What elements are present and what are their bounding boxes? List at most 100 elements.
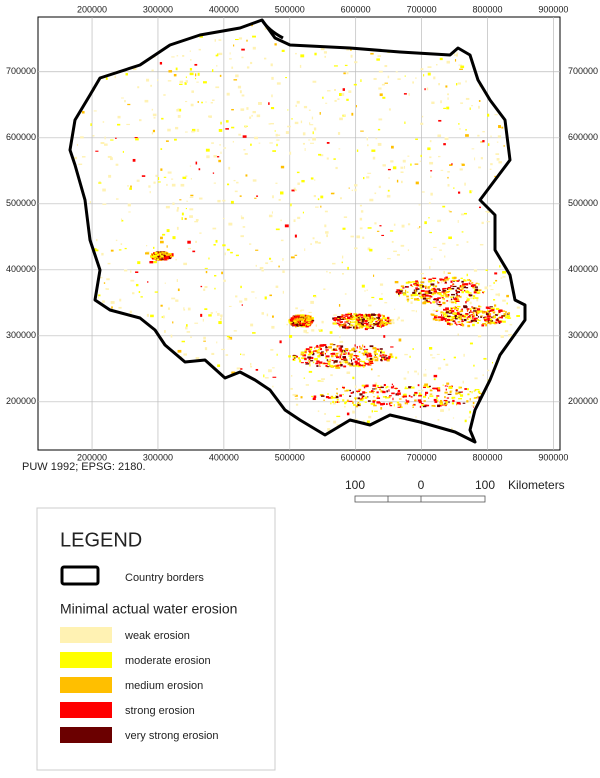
- erosion-patch: [496, 158, 500, 161]
- erosion-patch: [351, 321, 355, 323]
- erosion-patch: [369, 363, 371, 366]
- erosion-patch: [363, 345, 366, 348]
- erosion-patch: [468, 311, 470, 314]
- erosion-patch: [370, 318, 373, 322]
- erosion-patch: [357, 358, 360, 361]
- erosion-patch: [196, 81, 199, 83]
- erosion-patch: [400, 319, 404, 322]
- erosion-patch: [456, 287, 460, 290]
- erosion-patch: [429, 395, 434, 397]
- country-border: [68, 18, 527, 444]
- erosion-patch: [367, 313, 371, 317]
- erosion-patch: [467, 308, 469, 312]
- erosion-patch: [472, 401, 475, 405]
- erosion-patch: [363, 420, 365, 422]
- erosion-patch: [471, 148, 475, 150]
- erosion-patch: [74, 156, 78, 160]
- erosion-patch: [382, 354, 385, 356]
- erosion-patch: [290, 323, 292, 326]
- erosion-patch: [469, 398, 471, 401]
- erosion-patch: [289, 151, 292, 155]
- erosion-patch: [478, 310, 483, 313]
- erosion-patch: [483, 357, 487, 360]
- erosion-patch: [320, 205, 322, 208]
- erosion-patch: [381, 351, 385, 354]
- erosion-patch: [258, 102, 262, 105]
- erosion-patch: [130, 279, 135, 282]
- erosion-patch: [445, 310, 449, 312]
- erosion-patch: [477, 335, 482, 338]
- erosion-patch: [168, 70, 173, 73]
- erosion-patch: [454, 280, 458, 282]
- erosion-patch: [274, 43, 277, 46]
- erosion-patch: [343, 316, 346, 318]
- erosion-patch: [177, 207, 180, 210]
- erosion-patch: [129, 310, 132, 314]
- erosion-patch: [378, 87, 382, 90]
- erosion-patch: [434, 316, 436, 318]
- erosion-patch: [152, 113, 157, 117]
- erosion-patch: [417, 299, 420, 301]
- erosion-patch: [250, 362, 252, 366]
- erosion-patch: [468, 416, 471, 419]
- erosion-patch: [469, 301, 472, 305]
- erosion-patch: [410, 294, 413, 297]
- erosion-patch: [263, 57, 267, 60]
- erosion-patch: [244, 125, 247, 128]
- erosion-patch: [473, 307, 478, 309]
- erosion-patch: [218, 39, 222, 41]
- erosion-patch: [436, 395, 440, 397]
- erosion-patch: [504, 330, 509, 333]
- erosion-patch: [137, 86, 140, 89]
- erosion-patch: [215, 239, 218, 243]
- erosion-patch: [166, 245, 168, 248]
- erosion-patch: [129, 187, 132, 190]
- erosion-patch: [447, 290, 451, 293]
- erosion-patch: [354, 397, 357, 401]
- erosion-patch: [275, 133, 278, 137]
- erosion-patch: [406, 291, 409, 293]
- erosion-patch: [240, 368, 243, 370]
- erosion-patch: [347, 322, 349, 324]
- erosion-patch: [381, 314, 383, 316]
- erosion-patch: [329, 343, 334, 346]
- erosion-patch: [203, 340, 206, 342]
- erosion-patch: [461, 290, 464, 294]
- erosion-patch: [309, 348, 313, 351]
- erosion-patch: [443, 318, 446, 321]
- erosion-patch: [326, 157, 329, 160]
- erosion-patch: [414, 370, 417, 373]
- erosion-patch: [166, 183, 168, 186]
- erosion-patch: [365, 314, 368, 317]
- erosion-patch: [276, 143, 278, 147]
- erosion-patch: [500, 335, 504, 338]
- erosion-patch: [175, 67, 178, 71]
- erosion-patch: [309, 364, 311, 367]
- erosion-patch: [327, 346, 332, 349]
- erosion-patch: [487, 369, 490, 372]
- erosion-patch: [286, 323, 288, 326]
- erosion-patch: [461, 163, 465, 166]
- erosion-patch: [471, 306, 474, 308]
- erosion-patch: [190, 336, 192, 338]
- erosion-patch: [217, 53, 219, 57]
- erosion-patch: [347, 266, 349, 270]
- erosion-patch: [428, 295, 430, 298]
- erosion-patch: [189, 215, 193, 218]
- erosion-patch: [324, 224, 327, 228]
- erosion-patch: [463, 353, 465, 357]
- erosion-patch: [151, 132, 154, 135]
- erosion-patch: [294, 394, 298, 397]
- erosion-patch: [401, 180, 403, 184]
- erosion-patch: [314, 357, 318, 361]
- erosion-patch: [365, 348, 369, 351]
- erosion-patch: [380, 403, 384, 406]
- erosion-patch: [350, 392, 353, 394]
- erosion-patch: [269, 257, 272, 260]
- erosion-patch: [499, 265, 501, 268]
- erosion-patch: [196, 128, 200, 132]
- erosion-patch: [350, 54, 353, 58]
- erosion-patch: [335, 365, 338, 367]
- erosion-patch: [420, 272, 424, 275]
- erosion-patch: [282, 258, 284, 261]
